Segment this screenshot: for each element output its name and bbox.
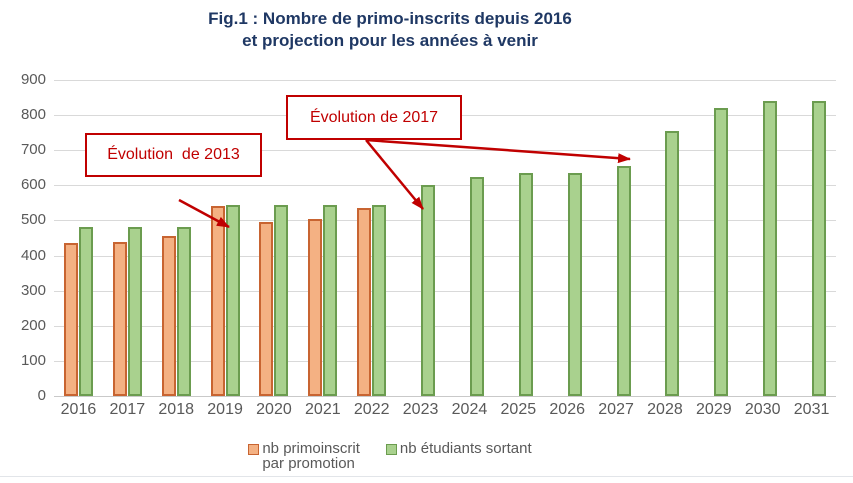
y-tick-label-800: 800 xyxy=(20,106,46,124)
bar-sortant-2017 xyxy=(127,227,142,396)
x-tick-label-2018: 2018 xyxy=(158,401,194,418)
x-tick-label-2027: 2027 xyxy=(598,401,634,418)
bar-sortant-2025 xyxy=(518,173,533,396)
gridline-500 xyxy=(54,220,836,222)
bar-sortant-2021 xyxy=(323,205,338,396)
bottom-divider xyxy=(0,476,853,477)
category-2031 xyxy=(787,80,836,396)
category-2018 xyxy=(152,80,201,396)
y-tick-label-0: 0 xyxy=(37,387,46,404)
category-2028 xyxy=(641,80,690,396)
bar-sortant-2027 xyxy=(616,166,631,396)
category-2030 xyxy=(738,80,787,396)
x-tick-label-2016: 2016 xyxy=(60,401,97,418)
y-tick-label-100: 100 xyxy=(20,351,46,369)
bar-primoinscrit-2016 xyxy=(63,243,78,396)
gridline-200 xyxy=(54,325,836,327)
chart-title: Fig.1 : Nombre de primo-inscrits depuis … xyxy=(0,8,780,52)
bar-sortant-2020 xyxy=(274,205,289,396)
x-tick-label-2026: 2026 xyxy=(549,401,585,418)
bar-primoinscrit-2022 xyxy=(357,208,372,396)
legend-item-etudiants-sortant: nb étudiants sortant xyxy=(385,440,532,457)
bar-sortant-2031 xyxy=(812,101,827,396)
legend-label-line1: nb primoinscrit xyxy=(262,440,360,457)
bar-sortant-2029 xyxy=(714,108,729,396)
x-axis-line xyxy=(54,396,836,397)
bar-sortant-2019 xyxy=(225,205,240,396)
x-tick-label-2020: 2020 xyxy=(256,401,292,418)
annotation-box-2013: Évolution de 2013 xyxy=(85,133,262,177)
category-2021 xyxy=(298,80,347,396)
chart-title-line2: et projection pour les années à venir xyxy=(242,31,538,50)
y-tick-label-700: 700 xyxy=(20,141,46,159)
bar-sortant-2023 xyxy=(421,185,436,396)
x-tick-label-2030: 2030 xyxy=(744,401,781,418)
legend-label-line2: par promotion xyxy=(262,455,355,472)
plot-area xyxy=(54,80,836,397)
chart-title-line1: Fig.1 : Nombre de primo-inscrits depuis … xyxy=(208,9,572,28)
x-tick-label-2024: 2024 xyxy=(451,401,488,418)
y-tick-label-300: 300 xyxy=(20,281,46,299)
legend-label-primoinscrit: nb primoinscrit par promotion xyxy=(262,441,360,471)
category-2029 xyxy=(689,80,738,396)
legend: nb primoinscrit par promotion nb étudiant… xyxy=(0,441,780,471)
x-tick-label-2028: 2028 xyxy=(647,401,683,418)
y-tick-label-600: 600 xyxy=(20,176,46,194)
category-2022 xyxy=(347,80,396,396)
x-tick-label-2021: 2021 xyxy=(305,401,341,418)
category-2019 xyxy=(201,80,250,396)
legend-item-primoinscrit: nb primoinscrit par promotion xyxy=(248,441,360,471)
category-2026 xyxy=(543,80,592,396)
x-tick-label-2019: 2019 xyxy=(207,401,243,418)
x-tick-label-2017: 2017 xyxy=(109,401,146,418)
category-2023 xyxy=(396,80,445,396)
gridline-300 xyxy=(54,290,836,292)
bar-primoinscrit-2018 xyxy=(161,236,176,396)
category-2027 xyxy=(592,80,641,396)
gridline-400 xyxy=(54,255,836,257)
x-tick-label-2022: 2022 xyxy=(353,401,390,418)
y-tick-label-900: 900 xyxy=(20,71,46,88)
y-tick-label-400: 400 xyxy=(20,246,46,264)
bar-sortant-2028 xyxy=(665,131,680,396)
category-2017 xyxy=(103,80,152,396)
bar-primoinscrit-2019 xyxy=(210,206,225,396)
gridline-600 xyxy=(54,185,836,187)
category-2016 xyxy=(54,80,103,396)
annotation-text-2017: Évolution de 2017 xyxy=(309,108,439,126)
gridline-900 xyxy=(54,80,836,81)
x-tick-label-2031: 2031 xyxy=(793,401,830,418)
bar-primoinscrit-2021 xyxy=(308,219,323,396)
bar-sortant-2024 xyxy=(469,177,484,396)
y-tick-label-200: 200 xyxy=(20,316,46,334)
bar-sortant-2030 xyxy=(763,101,778,396)
legend-label-sortant: nb étudiants sortant xyxy=(399,440,532,457)
y-tick-label-500: 500 xyxy=(20,211,46,229)
bar-sortant-2016 xyxy=(78,227,93,396)
annotation-text-2013: Évolution de 2013 xyxy=(107,146,240,163)
x-tick-label-2023: 2023 xyxy=(402,401,439,418)
bar-primoinscrit-2017 xyxy=(112,242,127,396)
bar-sortant-2022 xyxy=(372,205,387,396)
x-axis-labels: 2016 2017 2018 2019 2020 2021 2022 2023 2024 2025… xyxy=(54,401,836,419)
legend-swatch-primoinscrit-icon xyxy=(248,444,260,455)
x-tick-label-2029: 2029 xyxy=(696,401,732,418)
legend-swatch-sortant-icon xyxy=(385,444,397,455)
category-2020 xyxy=(250,80,299,396)
category-2025 xyxy=(494,80,543,396)
annotation-box-2017: Évolution de 2017 xyxy=(286,95,462,140)
bar-primoinscrit-2020 xyxy=(259,222,274,396)
bar-sortant-2026 xyxy=(567,173,582,396)
category-2024 xyxy=(445,80,494,396)
x-tick-label-2025: 2025 xyxy=(500,401,537,418)
gridline-100 xyxy=(54,360,836,362)
bar-sortant-2018 xyxy=(176,227,191,396)
